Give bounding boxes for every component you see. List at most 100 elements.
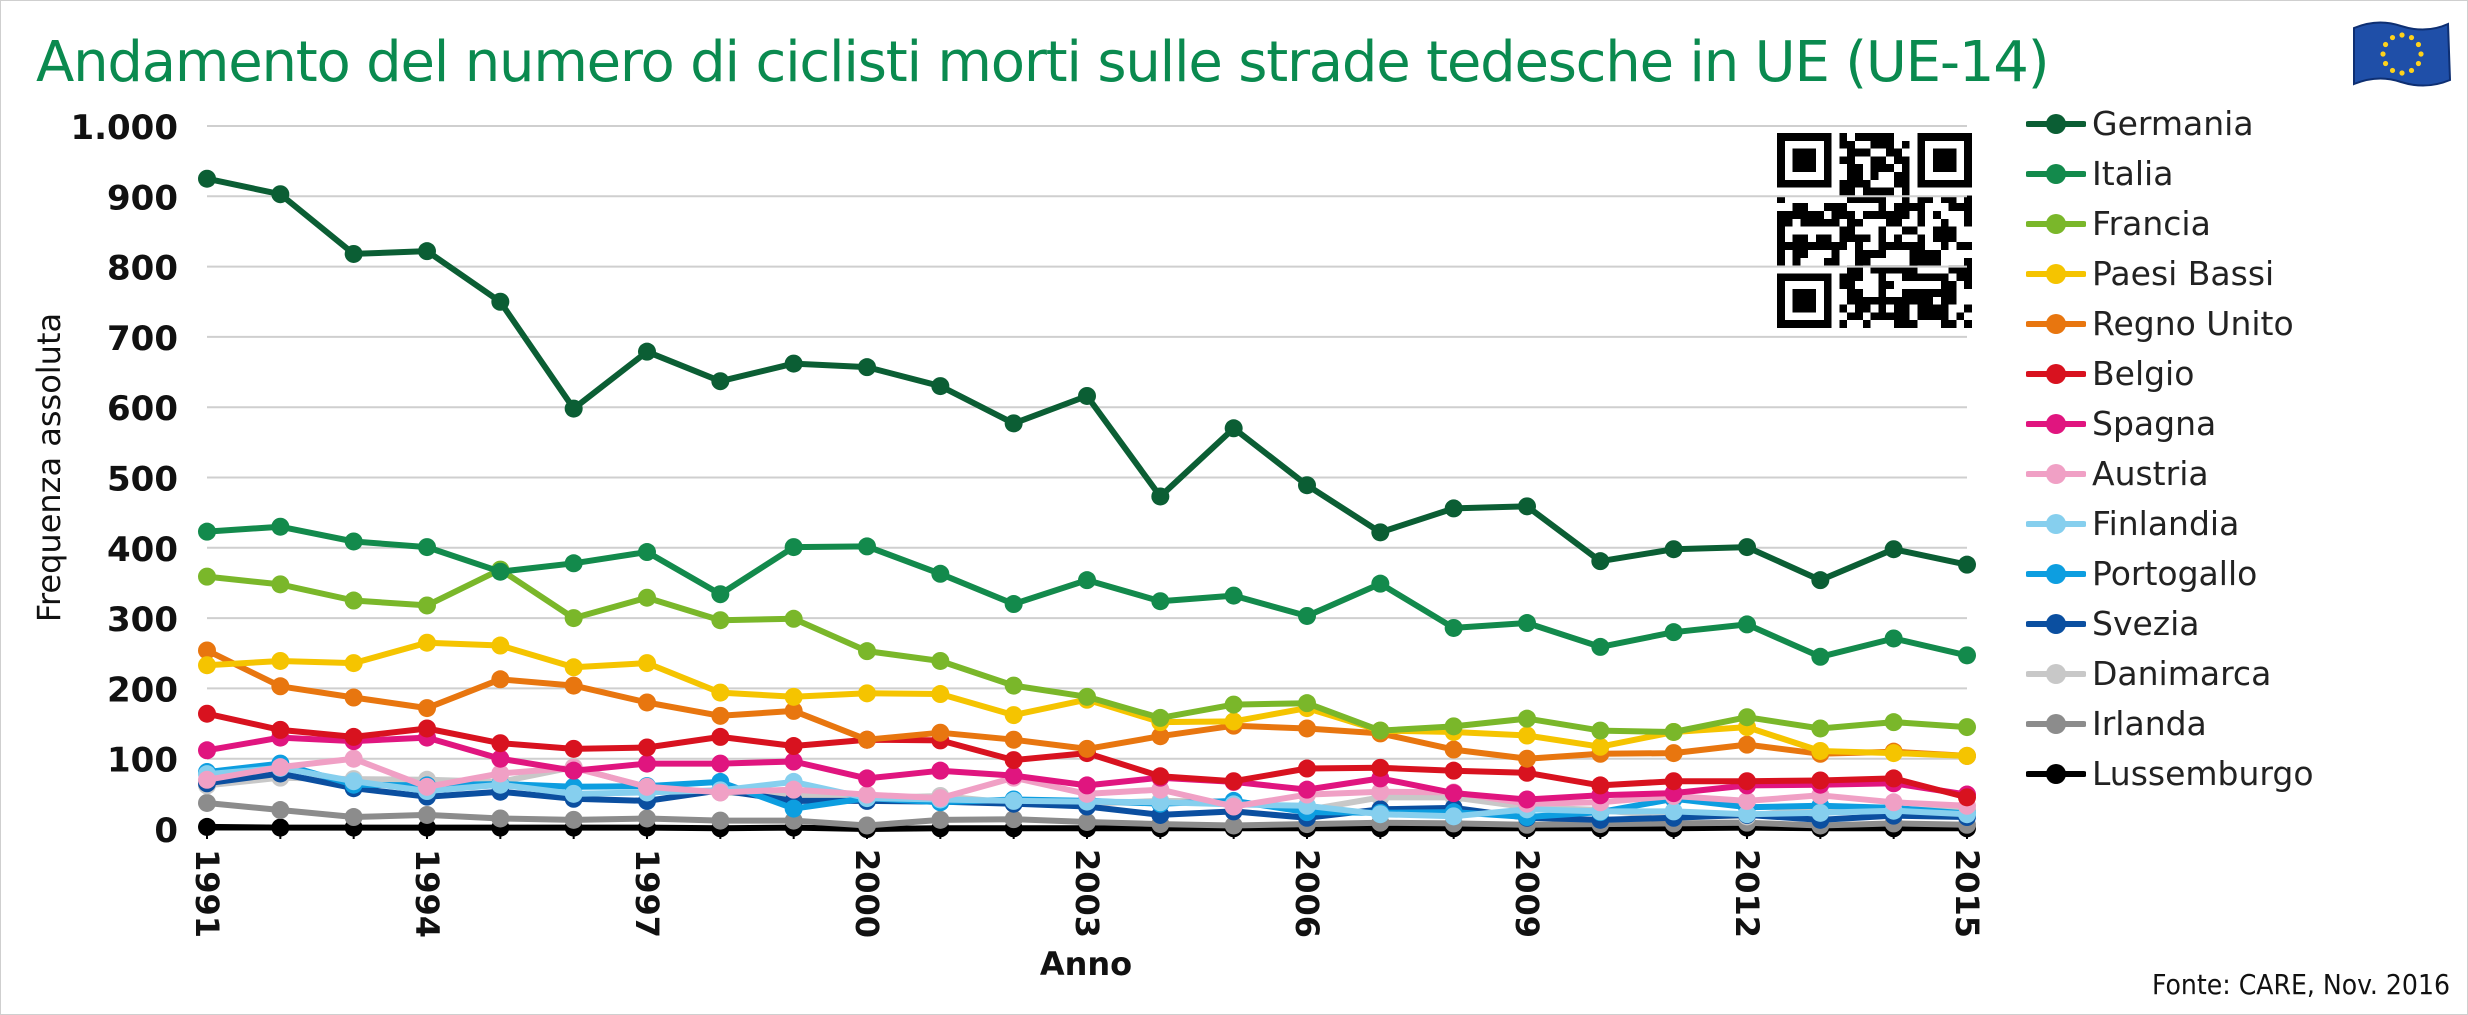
data-point bbox=[564, 739, 583, 758]
data-point bbox=[418, 777, 436, 796]
data-point bbox=[344, 688, 363, 707]
data-point bbox=[344, 591, 363, 610]
data-point bbox=[1298, 606, 1316, 625]
legend-swatch bbox=[2026, 314, 2086, 334]
data-point bbox=[1004, 766, 1023, 785]
data-point bbox=[198, 567, 216, 586]
data-point bbox=[1151, 592, 1170, 611]
legend-item: Paesi Bassi bbox=[2026, 254, 2446, 294]
data-point bbox=[1884, 713, 1903, 732]
legend-label: Belgio bbox=[2092, 354, 2195, 393]
legend-item: Italia bbox=[2026, 154, 2446, 194]
data-point bbox=[1958, 555, 1976, 574]
y-tick-label: 300 bbox=[107, 600, 178, 640]
legend-item: Germania bbox=[2026, 104, 2446, 144]
data-point bbox=[1224, 695, 1243, 714]
data-point bbox=[1004, 595, 1023, 614]
x-tick-label: 2015 bbox=[1948, 849, 1986, 938]
data-point bbox=[1004, 676, 1023, 695]
data-point bbox=[784, 687, 803, 706]
data-point bbox=[1298, 780, 1316, 799]
data-point bbox=[198, 741, 216, 760]
legend-label: Finlandia bbox=[2092, 504, 2240, 543]
data-point bbox=[638, 809, 656, 828]
data-point bbox=[1151, 767, 1170, 786]
data-point bbox=[1371, 805, 1390, 824]
data-point bbox=[1004, 791, 1023, 810]
data-point bbox=[784, 780, 803, 799]
data-point bbox=[1811, 719, 1830, 738]
data-point bbox=[931, 651, 950, 670]
data-point bbox=[1518, 763, 1536, 782]
series-italia bbox=[198, 517, 1976, 666]
data-point bbox=[491, 292, 510, 311]
data-point bbox=[271, 651, 290, 670]
data-point bbox=[418, 805, 436, 824]
data-point bbox=[1371, 721, 1390, 740]
data-point bbox=[931, 810, 950, 829]
data-point bbox=[1664, 623, 1683, 642]
data-point bbox=[858, 730, 876, 749]
legend-label: Italia bbox=[2092, 154, 2174, 193]
legend-item: Danimarca bbox=[2026, 654, 2446, 694]
legend-item: Belgio bbox=[2026, 354, 2446, 394]
data-point bbox=[418, 538, 436, 557]
data-point bbox=[1884, 793, 1903, 812]
data-point bbox=[564, 676, 583, 695]
data-point bbox=[1224, 772, 1243, 791]
data-point bbox=[711, 611, 730, 630]
legend-item: Spagna bbox=[2026, 404, 2446, 444]
x-tick-label: 2006 bbox=[1288, 849, 1326, 938]
data-point bbox=[418, 596, 436, 615]
legend-swatch bbox=[2026, 164, 2086, 184]
axis-labels: 0 100 200 300 400 500 600 700 800 900 1.000 1991 199… bbox=[30, 108, 1986, 983]
y-tick-label: 200 bbox=[107, 670, 178, 710]
data-point bbox=[1591, 552, 1610, 571]
data-point bbox=[1078, 386, 1096, 405]
data-point bbox=[198, 641, 216, 660]
data-point bbox=[1884, 769, 1903, 788]
data-point bbox=[1811, 647, 1830, 666]
data-point bbox=[198, 793, 216, 812]
data-point bbox=[1811, 771, 1830, 790]
data-point bbox=[1004, 730, 1023, 749]
legend-item: Francia bbox=[2026, 204, 2446, 244]
data-point bbox=[858, 816, 876, 835]
data-point bbox=[1444, 618, 1463, 637]
data-point bbox=[638, 654, 656, 673]
data-point bbox=[271, 758, 290, 777]
data-point bbox=[1664, 540, 1683, 559]
data-point bbox=[1884, 629, 1903, 648]
x-tick-label: 2009 bbox=[1508, 849, 1546, 938]
legend-label: Spagna bbox=[2092, 404, 2217, 443]
data-point bbox=[1444, 499, 1463, 518]
data-point bbox=[344, 749, 363, 768]
x-tick-label: 2003 bbox=[1068, 849, 1106, 938]
legend-swatch bbox=[2026, 764, 2086, 784]
data-point bbox=[931, 685, 950, 704]
legend-label: Portogallo bbox=[2092, 554, 2258, 593]
data-point bbox=[1004, 751, 1023, 770]
legend-swatch bbox=[2026, 114, 2086, 134]
data-point bbox=[1371, 574, 1390, 593]
data-point bbox=[784, 354, 803, 373]
data-point bbox=[1958, 718, 1976, 737]
data-point bbox=[198, 169, 216, 188]
data-point bbox=[1078, 739, 1096, 758]
data-point bbox=[1444, 784, 1463, 803]
y-axis-title: Frequenza assoluta bbox=[30, 313, 68, 622]
data-point bbox=[198, 656, 216, 675]
data-point bbox=[344, 772, 363, 791]
data-point bbox=[1518, 497, 1536, 516]
x-tick-label: 1991 bbox=[188, 849, 226, 938]
y-tick-label: 500 bbox=[107, 460, 178, 500]
data-point bbox=[1004, 706, 1023, 725]
data-point bbox=[491, 670, 510, 689]
legend-label: Danimarca bbox=[2092, 654, 2272, 693]
y-tick-label: 800 bbox=[107, 249, 178, 289]
data-point bbox=[1444, 740, 1463, 759]
legend-label: Irlanda bbox=[2092, 704, 2207, 743]
legend-item: Lussemburgo bbox=[2026, 754, 2446, 794]
legend-item: Irlanda bbox=[2026, 704, 2446, 744]
